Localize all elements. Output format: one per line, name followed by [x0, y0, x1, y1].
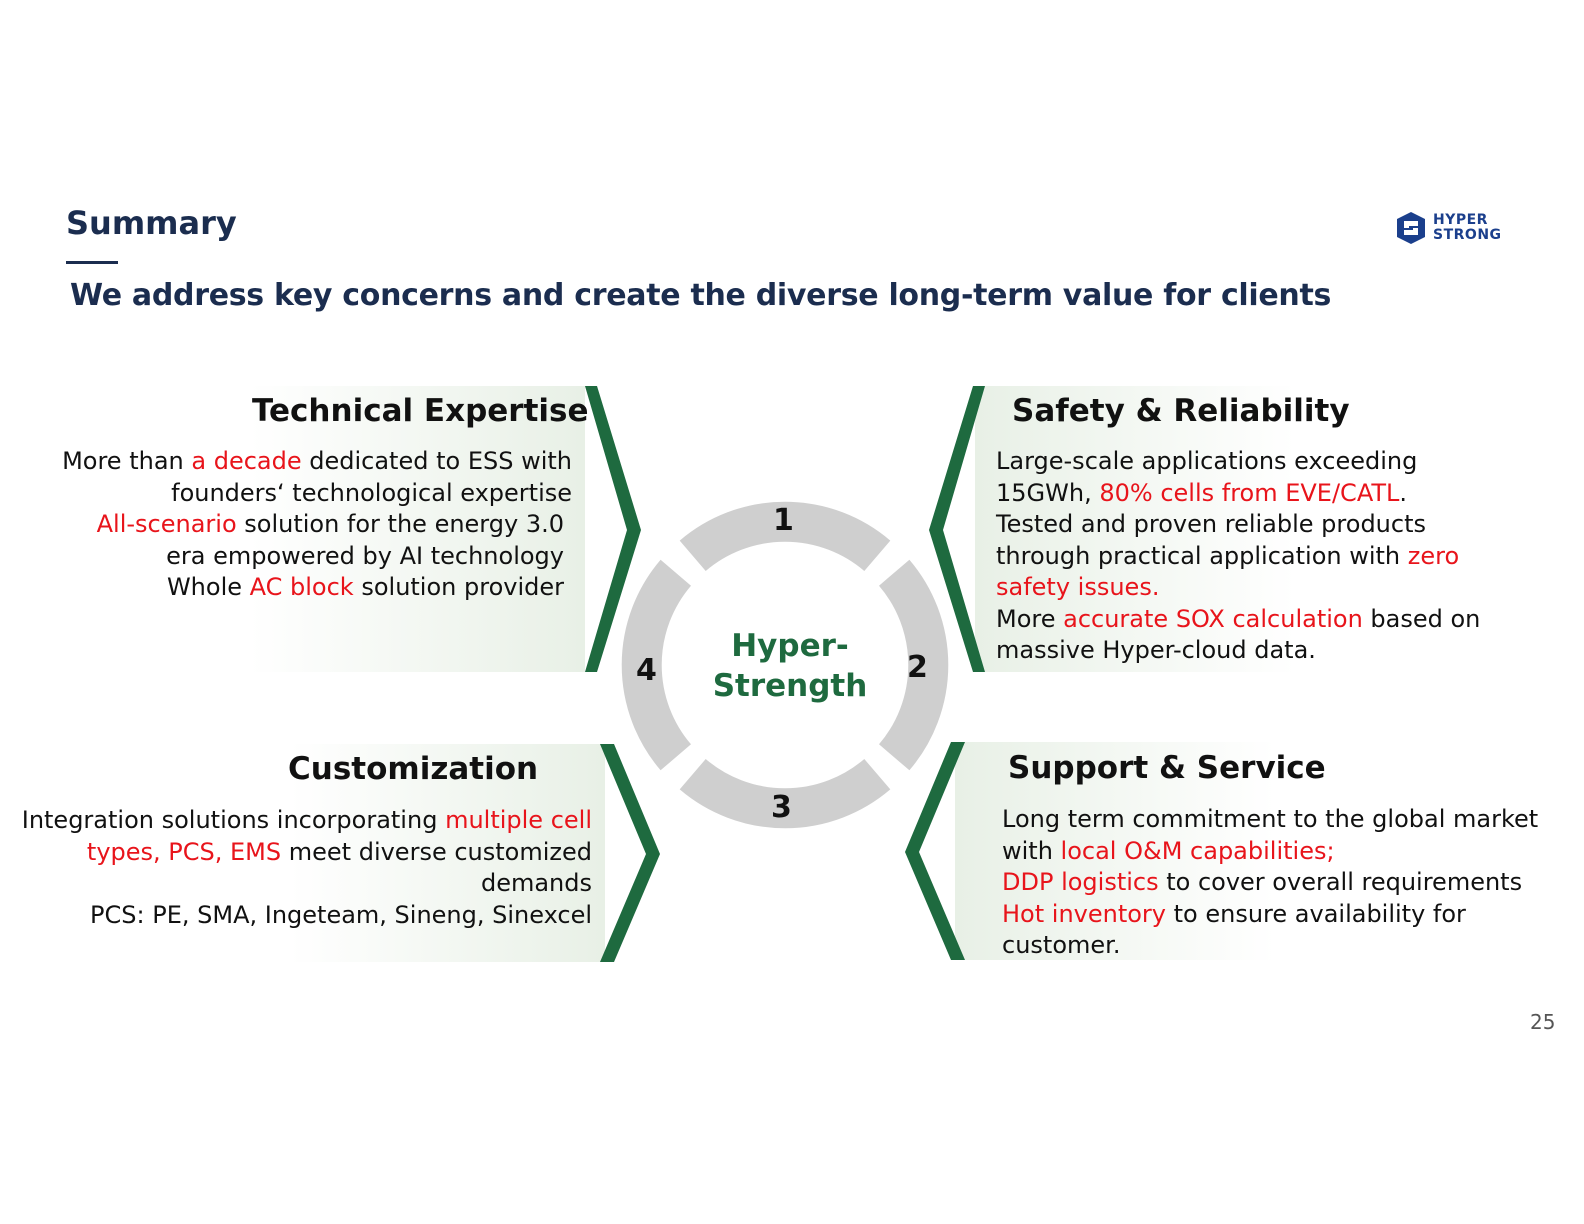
ring-segment-1 [679, 501, 891, 572]
page-number: 25 [1530, 1010, 1556, 1034]
customization-body: Integration solutions incorporating mult… [10, 805, 592, 931]
customization-line-4: PCS: PE, SMA, Ingeteam, Sineng, Sinexcel [90, 900, 592, 929]
technical-panel-bg [250, 386, 585, 672]
technical-line-5: Whole AC block solution provider [166, 573, 564, 601]
logo-wordmark: HYPER STRONG [1433, 212, 1502, 243]
safety-line-1: Large-scale applications exceeding [996, 447, 1418, 475]
number-1: 1 [773, 503, 794, 538]
support-line-2: with local O&M capabilities; [1002, 836, 1335, 865]
customization-heading: Customization [288, 751, 539, 787]
customization-line-3: demands [480, 869, 592, 897]
safety-line-2: 15GWh, 80% cells from EVE/CATL. [996, 478, 1408, 507]
page-subtitle: We address key concerns and create the d… [70, 278, 1332, 313]
ring-segment-2 [878, 559, 949, 771]
ring-segment-4 [621, 559, 692, 771]
safety-line-5: safety issues. [996, 573, 1160, 601]
safety-heading: Safety & Reliability [1012, 393, 1350, 429]
safety-panel-bg [975, 386, 1295, 672]
logo-mark-icon [1397, 212, 1425, 244]
technical-line-4: era empowered by AI technology [166, 541, 564, 570]
safety-line-7: massive Hyper-cloud data. [996, 636, 1316, 664]
safety-line-3: Tested and proven reliable products [996, 510, 1426, 538]
title-underline [66, 261, 118, 264]
support-line-3: DDP logistics to cover overall requireme… [1002, 868, 1523, 896]
page-title: Summary [66, 204, 237, 242]
hyperstrong-logo: HYPER STRONG [1393, 210, 1505, 246]
support-chevron-icon [905, 742, 965, 960]
safety-line-6: More accurate SOX calculation based on [996, 604, 1481, 633]
support-line-4: Hot inventory to ensure availability for [1002, 899, 1466, 928]
customization-chevron-icon [600, 744, 660, 962]
technical-heading: Technical Expertise [252, 393, 589, 429]
hyper-strength-ring [621, 501, 949, 829]
support-panel-bg [955, 742, 1275, 960]
customization-panel-bg [290, 744, 605, 962]
technical-body: More than a decade dedicated to ESS with… [20, 446, 572, 604]
number-3: 3 [771, 790, 792, 825]
center-label: Hyper- Strength [712, 628, 868, 704]
customization-line-2: types, PCS, EMS meet diverse customized [86, 837, 592, 866]
safety-line-4: through practical application with zero [996, 541, 1460, 570]
support-line-5: customer. [1002, 931, 1121, 959]
technical-line-1: More than a decade dedicated to ESS with [62, 447, 572, 475]
safety-body: Large-scale applications exceeding 15GWh… [996, 446, 1556, 667]
support-line-1: Long term commitment to the global marke… [1002, 805, 1539, 833]
technical-line-2: founders‘ technological expertise [171, 478, 572, 507]
technical-line-3: All-scenario solution for the energy 3.0 [96, 510, 564, 538]
number-2: 2 [907, 650, 928, 685]
ring-segment-3 [679, 758, 891, 829]
number-4: 4 [636, 653, 657, 688]
customization-line-1: Integration solutions incorporating mult… [21, 806, 592, 834]
support-heading: Support & Service [1008, 750, 1326, 786]
technical-chevron-icon [585, 386, 641, 672]
support-body: Long term commitment to the global marke… [1002, 804, 1562, 962]
safety-chevron-icon [929, 386, 985, 672]
